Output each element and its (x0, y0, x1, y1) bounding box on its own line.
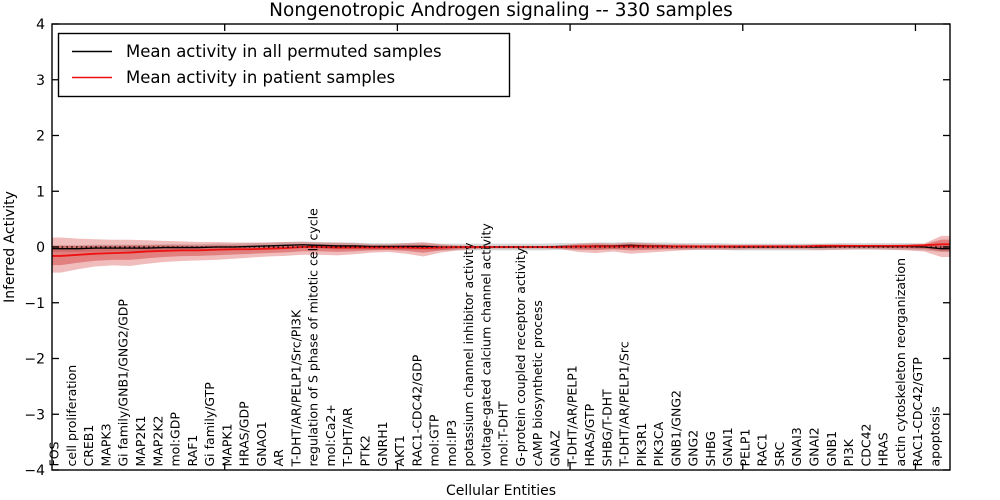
x-category-label: actin cytoskeleton reorganization (893, 258, 908, 467)
x-category-label: cAMP biosynthetic process (530, 300, 545, 466)
x-category-label: PELP1 (737, 429, 752, 467)
plot-area: FOS cell proliferation CREB1 MAPK3 Gi family… (24, 17, 951, 479)
x-category-label: regulation of S phase of mitotic cell cy… (306, 208, 321, 467)
x-category-label: T-DHT/AR/PELP1/Src/PI3K (288, 309, 303, 467)
x-category-label: RAC1-CDC42/GDP (409, 354, 424, 466)
x-category-label: HRAS/GTP (582, 403, 597, 466)
x-category-label: HRAS/GDP (237, 401, 252, 467)
x-category-label: T-DHT/AR/PELP1/Src (617, 341, 632, 467)
x-category-label: mol:T-DHT (496, 401, 511, 467)
x-category-label: FOS (47, 441, 62, 466)
x-category-label: GNAI1 (720, 427, 735, 466)
x-category-label: AKT1 (392, 435, 407, 466)
x-category-label: T-DHT/AR/PELP1 (565, 365, 580, 467)
x-category-label: GNRH1 (375, 421, 390, 466)
x-category-label: G-protein coupled receptor activity (513, 247, 528, 466)
x-category-label: RAF1 (185, 435, 200, 467)
x-category-label: GNAO1 (254, 421, 269, 466)
y-tick-label: 4 (36, 17, 45, 33)
x-category-label: PIK3R1 (634, 422, 649, 466)
x-category-label: GNAZ (547, 430, 562, 466)
x-category-label: PIK3CA (651, 421, 666, 466)
x-category-label: RAC1 (755, 433, 770, 466)
x-category-label: PI3K (841, 438, 856, 466)
y-tick-label: −3 (24, 407, 45, 423)
x-category-label: GNAI2 (807, 427, 822, 466)
x-category-label: MAPK3 (98, 423, 113, 466)
y-tick-label: −4 (24, 463, 45, 479)
y-tick-label: 3 (36, 73, 45, 89)
x-category-label: CDC42 (858, 424, 873, 467)
x-category-label: mol:Ca2+ (323, 404, 338, 466)
x-category-label: HRAS (876, 432, 891, 466)
x-category-label: GNB1/GNG2 (668, 390, 683, 466)
x-category-label: PTK2 (358, 435, 373, 466)
y-tick-label: −2 (24, 352, 45, 368)
x-category-label: GNB1 (824, 431, 839, 467)
patient-mean-line (52, 243, 950, 257)
legend-label-permuted: Mean activity in all permuted samples (126, 42, 442, 61)
x-category-label: SHBG (703, 431, 718, 466)
x-category-label: mol:IP3 (444, 420, 459, 467)
x-axis-label: Cellular Entities (446, 483, 556, 499)
x-category-label: SRC (772, 442, 787, 467)
x-category-label: mol:GDP (168, 412, 183, 467)
y-axis-label: Inferred Activity (2, 191, 18, 303)
x-category-label: cell proliferation (64, 365, 79, 467)
x-category-label: T-DHT/AR (340, 407, 355, 467)
x-category-label: MAPK1 (219, 423, 234, 466)
x-category-label: GNG2 (686, 430, 701, 467)
x-category-label: MAP2K1 (133, 416, 148, 467)
legend: Mean activity in all permuted samples Me… (57, 32, 511, 98)
x-category-label: potassium channel inhibitor activity (461, 242, 476, 467)
x-category-label: GNAI3 (789, 427, 804, 466)
legend-label-patient: Mean activity in patient samples (126, 68, 395, 87)
chart-title: Nongenotropic Androgen signaling -- 330 … (269, 0, 733, 21)
x-category-label: voltage-gated calcium channel activity (478, 223, 493, 467)
x-category-label: Gi family/GNB1/GNG2/GDP (116, 299, 131, 467)
y-tick-label: 0 (36, 240, 45, 256)
x-category-label: AR (271, 449, 286, 467)
x-category-label: mol:GTP (427, 414, 442, 466)
x-category-label: apoptosis (927, 406, 942, 466)
x-category-label: RAC1-CDC42/GTP (910, 357, 925, 467)
x-category-label: MAP2K2 (150, 416, 165, 467)
x-category-label: CREB1 (81, 425, 96, 467)
legend-box (57, 32, 511, 98)
y-tick-label: 2 (36, 129, 45, 145)
y-tick-label: −1 (24, 296, 45, 312)
x-category-label: SHBG/T-DHT (599, 389, 614, 467)
y-tick-label: 1 (36, 184, 45, 200)
x-category-label: Gi family/GTP (202, 382, 217, 467)
